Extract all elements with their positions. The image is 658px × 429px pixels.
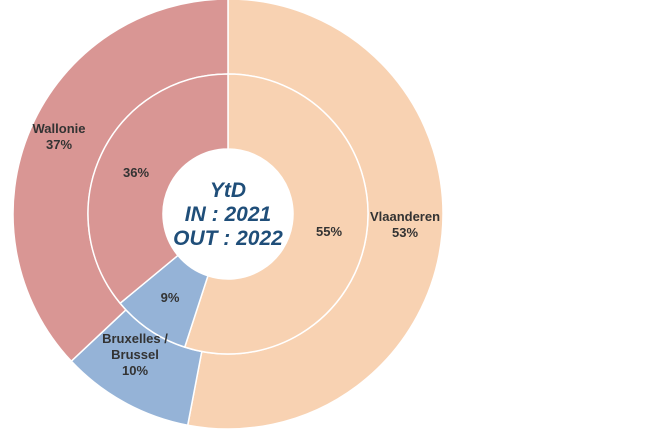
center-hole (163, 149, 293, 279)
label-inner-vlaanderen: 55% (316, 224, 342, 239)
label-outer-wallonie: Wallonie 37% (33, 121, 86, 152)
center-text-line-3: OUT : 2022 (173, 227, 283, 250)
label-outer-vlaanderen: Vlaanderen 53% (370, 209, 440, 240)
slice-labels: Vlaanderen 53% Bruxelles / Brussel 10% Wallon… (33, 121, 441, 378)
label-inner-bruxelles: 9% (161, 290, 180, 305)
center-text-line-1: YtD (210, 179, 246, 202)
inner-ring (87, 73, 369, 355)
label-outer-bruxelles: Bruxelles / Brussel 10% (102, 331, 168, 378)
center-text-line-2: IN : 2021 (185, 203, 271, 226)
label-inner-wallonie: 36% (123, 165, 149, 180)
